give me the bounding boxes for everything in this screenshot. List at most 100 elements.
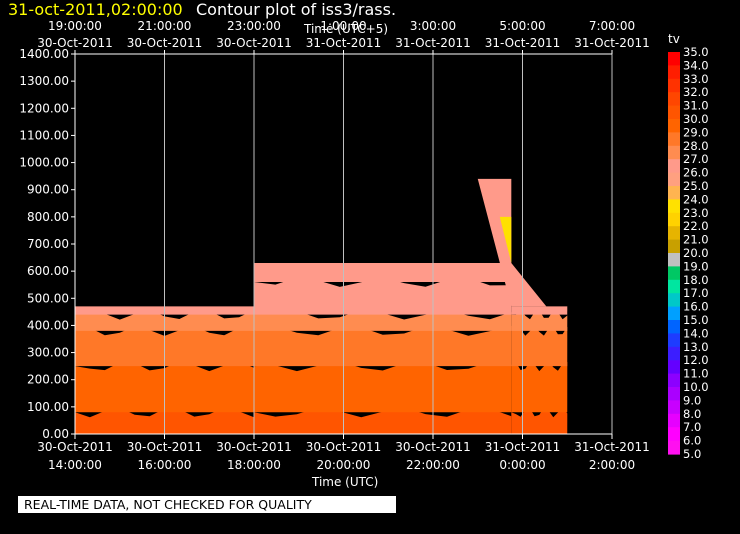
colorbar-level-label: 24.0 [683, 192, 709, 206]
contour-band [511, 361, 568, 413]
x-tick-time-top: 5:00:00 [499, 19, 545, 33]
colorbar-level-label: 16.0 [683, 300, 709, 314]
colorbar-swatch [668, 119, 680, 133]
x-tick-time-top: 3:00:00 [410, 19, 456, 33]
x-tick-date-top: 31-Oct-2011 [306, 36, 382, 50]
y-tick-label: 800.00 [27, 210, 69, 224]
bottom-axis-label: Time (UTC) [312, 475, 379, 489]
y-tick-label: 1000.00 [19, 156, 69, 170]
x-tick-date-bottom: 30-Oct-2011 [306, 440, 382, 454]
colorbar-level-label: 9.0 [683, 393, 701, 407]
colorbar-swatch [668, 92, 680, 107]
x-tick-date-top: 31-Oct-2011 [574, 36, 650, 50]
colorbar-level-label: 34.0 [683, 58, 709, 72]
x-tick-time-bottom: 16:00:00 [138, 458, 192, 472]
colorbar-swatch [668, 52, 680, 66]
x-tick-date-bottom: 30-Oct-2011 [127, 440, 203, 454]
colorbar-swatch [668, 172, 680, 187]
y-tick-label: 300.00 [27, 346, 69, 360]
colorbar-swatch [668, 360, 680, 375]
colorbar-swatch [668, 186, 680, 200]
contour-band [254, 325, 512, 367]
colorbar-level-label: 29.0 [683, 125, 709, 139]
y-tick-label: 100.00 [27, 400, 69, 414]
colorbar-level-label: 8.0 [683, 407, 701, 421]
x-tick-date-bottom: 30-Oct-2011 [395, 440, 471, 454]
colorbar-level-label: 33.0 [683, 72, 709, 86]
colorbar-level-label: 32.0 [683, 85, 709, 99]
colorbar-level-label: 5.0 [683, 447, 701, 461]
quality-notice: REAL-TIME DATA, NOT CHECKED FOR QUALITY [18, 496, 396, 513]
x-tick-date-bottom: 30-Oct-2011 [37, 440, 113, 454]
colorbar-swatch [668, 78, 680, 93]
colorbar-swatch [668, 226, 680, 241]
x-tick-date-top: 30-Oct-2011 [37, 36, 113, 50]
colorbar-swatch [668, 266, 680, 281]
colorbar-level-label: 23.0 [683, 206, 709, 220]
colorbar-level-label: 30.0 [683, 112, 709, 126]
colorbar-level-label: 28.0 [683, 139, 709, 153]
y-tick-label: 1100.00 [19, 128, 69, 142]
x-tick-date-bottom: 30-Oct-2011 [216, 440, 292, 454]
colorbar-level-label: 6.0 [683, 434, 701, 448]
x-tick-time-top: 19:00:00 [48, 19, 102, 33]
colorbar-swatch [668, 320, 680, 334]
colorbar-level-label: 20.0 [683, 246, 709, 260]
x-tick-time-bottom: 0:00:00 [499, 458, 545, 472]
colorbar-swatch [668, 159, 680, 174]
colorbar-level-label: 26.0 [683, 166, 709, 180]
x-tick-time-top: 1:00:00 [320, 19, 366, 33]
colorbar-swatch [668, 306, 680, 321]
colorbar-swatch [668, 440, 680, 455]
colorbar-level-label: 17.0 [683, 286, 709, 300]
colorbar-swatch [668, 293, 680, 308]
x-tick-time-bottom: 2:00:00 [589, 458, 635, 472]
colorbar-swatch [668, 400, 680, 415]
plot-title: Contour plot of iss3/rass. [196, 0, 397, 19]
colorbar-swatch [668, 105, 680, 120]
y-tick-label: 900.00 [27, 183, 69, 197]
colorbar-swatch [668, 239, 680, 254]
colorbar-swatch [668, 333, 680, 348]
colorbar-level-label: 22.0 [683, 219, 709, 233]
colorbar-level-label: 25.0 [683, 179, 709, 193]
colorbar-level-label: 35.0 [683, 45, 709, 59]
colorbar-level-label: 14.0 [683, 326, 709, 340]
colorbar-level-label: 11.0 [683, 367, 709, 381]
y-tick-label: 0.00 [42, 427, 69, 441]
x-tick-date-top: 30-Oct-2011 [216, 36, 292, 50]
colorbar-swatch [668, 427, 680, 442]
colorbar-swatch [668, 199, 680, 214]
colorbar-swatch [668, 346, 680, 361]
x-tick-time-bottom: 20:00:00 [317, 458, 371, 472]
colorbar-level-label: 12.0 [683, 353, 709, 367]
contour-band [511, 407, 568, 434]
colorbar-swatch [668, 253, 680, 267]
colorbar-level-label: 27.0 [683, 152, 709, 166]
contour-band [254, 309, 512, 331]
colorbar-level-label: 31.0 [683, 99, 709, 113]
y-tick-label: 200.00 [27, 373, 69, 387]
x-tick-time-bottom: 14:00:00 [48, 458, 102, 472]
colorbar-swatch [668, 373, 680, 388]
x-tick-date-top: 31-Oct-2011 [485, 36, 561, 50]
colorbar-swatch [668, 132, 680, 147]
colorbar-level-label: 18.0 [683, 273, 709, 287]
x-tick-time-bottom: 22:00:00 [406, 458, 460, 472]
y-tick-label: 1400.00 [19, 47, 69, 61]
colorbar-level-label: 19.0 [683, 259, 709, 273]
contour-band [511, 325, 568, 367]
x-tick-date-bottom: 31-Oct-2011 [574, 440, 650, 454]
colorbar-swatch [668, 65, 680, 80]
contour-band [254, 263, 512, 282]
x-tick-time-bottom: 18:00:00 [227, 458, 281, 472]
colorbar-swatch [668, 212, 680, 227]
y-tick-label: 1300.00 [19, 74, 69, 88]
x-tick-date-top: 30-Oct-2011 [127, 36, 203, 50]
contour-band [477, 178, 547, 307]
x-tick-time-top: 7:00:00 [589, 19, 635, 33]
colorbar-level-label: 15.0 [683, 313, 709, 327]
contour-band [511, 309, 568, 331]
contour-band [254, 277, 512, 315]
